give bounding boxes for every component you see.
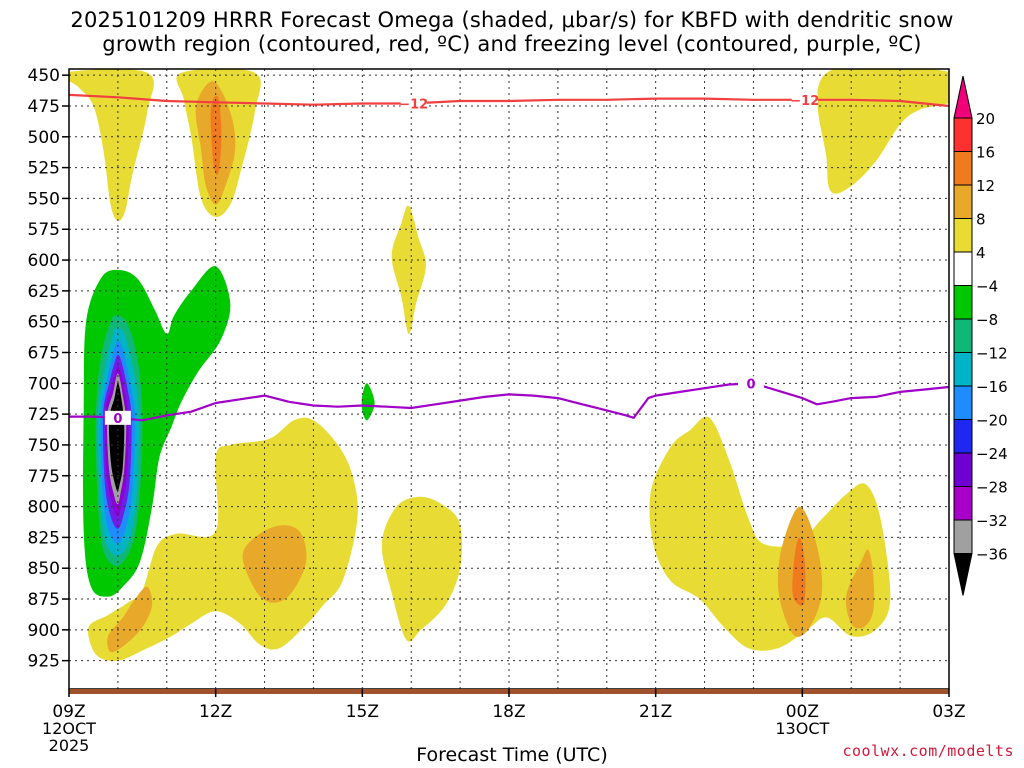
y-tick-label-650: 650	[28, 313, 60, 333]
colorbar-segment-7	[953, 318, 973, 353]
y-tick-label-900: 900	[28, 621, 60, 641]
colorbar-label-7: −12	[976, 345, 1008, 363]
omega-region-7	[242, 525, 307, 603]
colorbar-label-0: 20	[976, 110, 995, 128]
colorbar: 20 16 12 8 4 −4 −8 −12 −16 −20 −24 −28 −32 −36	[953, 75, 1008, 596]
omega-region-12	[792, 537, 806, 606]
y-tick-label-625: 625	[28, 282, 60, 302]
x-tick-sublabel-5: 13OCT	[775, 719, 829, 738]
colorbar-segment-1	[953, 117, 973, 152]
colorbar-label-9: −20	[976, 412, 1008, 430]
y-tick-label-550: 550	[28, 189, 60, 209]
contour-labels: −12 −12 0 0	[104, 92, 819, 427]
site-credit: coolwx.com/modelts	[842, 742, 1014, 760]
colorbar-segment-12	[953, 486, 973, 521]
y-tick-label-525: 525	[28, 159, 60, 179]
colorbar-segment-13	[953, 519, 973, 554]
y-tick-label-850: 850	[28, 559, 60, 579]
y-tick-label-825: 825	[28, 528, 60, 548]
colorbar-label-10: −24	[976, 445, 1008, 463]
contour-line-1	[69, 382, 949, 422]
colorbar-segment-3	[953, 184, 973, 219]
y-tick-label-575: 575	[28, 220, 60, 240]
y-tick-label-800: 800	[28, 498, 60, 518]
omega-region-15	[361, 383, 375, 421]
x-tick-label-0: 09Z	[52, 702, 85, 722]
colorbar-bottom-arrow	[953, 553, 973, 596]
colorbar-segment-2	[953, 151, 973, 186]
chart-title-line-2: growth region (contoured, red, ºC) and f…	[102, 32, 922, 56]
contour-label-bg-0-1	[791, 92, 818, 107]
y-tick-label-450: 450	[28, 66, 60, 86]
contour-label-0-1: −12	[790, 94, 819, 109]
y-tick-label-675: 675	[28, 343, 60, 363]
colorbar-segment-6	[953, 285, 973, 320]
x-tick-label-2: 15Z	[346, 702, 379, 722]
contour-label-0-0: −12	[399, 98, 428, 113]
colorbar-segment-10	[953, 419, 973, 454]
y-tick-label-725: 725	[28, 405, 60, 425]
colorbar-label-13: −36	[976, 546, 1008, 564]
colorbar-top-arrow	[953, 75, 973, 119]
colorbar-segment-9	[953, 385, 973, 420]
contour-label-bg-1-0	[104, 410, 131, 425]
colorbar-label-3: 8	[976, 211, 986, 229]
contour-label-1-0: 0	[113, 412, 122, 427]
contour-label-1-1: 0	[746, 377, 755, 392]
y-tick-label-600: 600	[28, 251, 60, 271]
colorbar-segment-11	[953, 452, 973, 487]
x-tick-label-5: 00Z	[786, 702, 819, 722]
y-tick-label-875: 875	[28, 590, 60, 610]
x-tick-label-6: 03Z	[932, 702, 965, 722]
colorbar-label-8: −16	[976, 378, 1008, 396]
omega-region-10	[649, 416, 891, 651]
y-axis: 450 475 500 525 550 575 600 625 650 675 700 725 750 7…	[28, 66, 69, 672]
y-tick-label-475: 475	[28, 97, 60, 117]
omega-region-0	[69, 69, 154, 221]
x-tick-label-4: 21Z	[639, 702, 672, 722]
colorbar-label-4: 4	[976, 244, 986, 262]
y-tick-label-500: 500	[28, 128, 60, 148]
colorbar-label-12: −32	[976, 512, 1008, 530]
colorbar-segment-5	[953, 251, 973, 286]
x-axis-title: Forecast Time (UTC)	[416, 744, 608, 766]
y-tick-label-925: 925	[28, 652, 60, 672]
x-tick-label-3: 18Z	[492, 702, 525, 722]
y-tick-label-775: 775	[28, 467, 60, 487]
colorbar-label-5: −4	[976, 278, 998, 296]
omega-region-9	[381, 496, 462, 642]
colorbar-label-6: −8	[976, 311, 998, 329]
y-tick-label-750: 750	[28, 436, 60, 456]
omega-region-4	[391, 205, 426, 335]
colorbar-label-11: −28	[976, 479, 1008, 497]
colorbar-segment-4	[953, 218, 973, 253]
x-tick-label-1: 12Z	[199, 702, 232, 722]
x-tick-sublabel-0: 12OCT	[42, 719, 96, 738]
colorbar-segment-8	[953, 352, 973, 387]
y-tick-label-700: 700	[28, 374, 60, 394]
chart-title-line-1: 2025101209 HRRR Forecast Omega (shaded, …	[70, 8, 954, 32]
omega-region-6	[88, 417, 358, 661]
colorbar-label-1: 16	[976, 144, 995, 162]
x-tick-sublabel2-0: 2025	[49, 736, 90, 755]
contour-label-bg-1-1	[738, 376, 764, 391]
omega-region-13	[845, 549, 875, 629]
contour-label-bg-0-0	[400, 96, 427, 111]
colorbar-label-2: 12	[976, 177, 995, 195]
omega-region-23	[108, 383, 125, 492]
omega-region-8	[107, 586, 153, 653]
